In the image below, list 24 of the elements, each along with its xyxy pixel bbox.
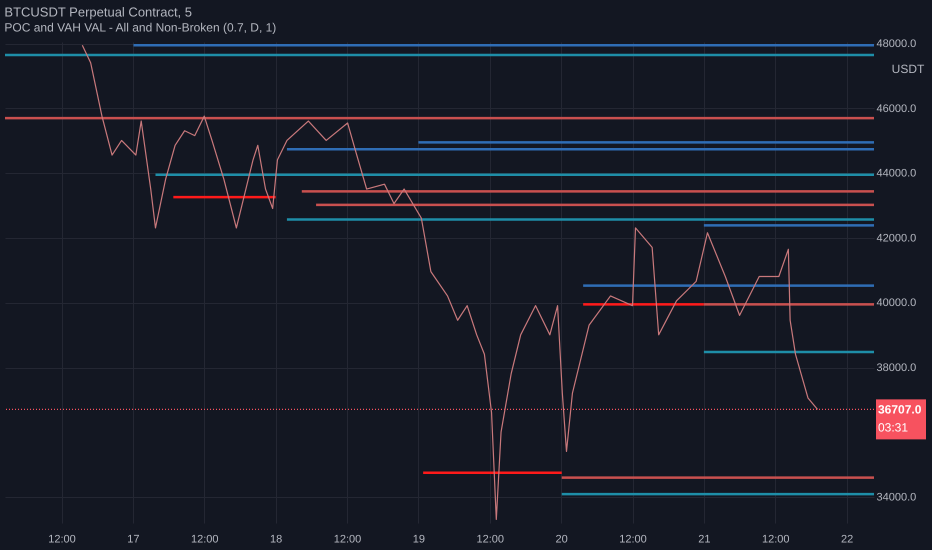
chart-title: BTCUSDT Perpetual Contract, 5 <box>4 4 192 20</box>
y-tick-label: 48000.0 <box>876 38 916 50</box>
x-tick-label: 22 <box>841 534 854 546</box>
y-axis-title: USDT <box>892 62 925 76</box>
x-tick-label: 19 <box>412 534 426 546</box>
x-tick-label: 12:00 <box>334 534 362 546</box>
x-tick-label: 12:00 <box>619 534 647 546</box>
text: 03:31 <box>878 420 908 434</box>
x-tick-label: 21 <box>698 534 711 546</box>
ref-line-label: 36707.0 <box>878 402 922 416</box>
y-tick-label: 42000.0 <box>876 232 916 244</box>
x-tick-label: 18 <box>270 534 282 546</box>
y-tick-label: 34000.0 <box>876 492 916 504</box>
x-tick-label: 12:00 <box>476 534 504 546</box>
x-tick-label: 20 <box>556 534 568 546</box>
x-tick-label: 17 <box>127 534 140 546</box>
x-tick-label: 12:00 <box>48 534 76 546</box>
y-tick-label: 40000.0 <box>876 297 916 310</box>
x-tick-label: 12:00 <box>762 534 790 546</box>
y-tick-label: 44000.0 <box>876 168 916 180</box>
chart-subtitle: POC and VAH VAL - All and Non-Broken (0.7, D, 1) <box>4 20 276 35</box>
x-tick-label: 12:00 <box>190 534 219 546</box>
y-tick-label: 46000.0 <box>876 102 916 115</box>
y-tick-label: 38000.0 <box>876 362 916 374</box>
